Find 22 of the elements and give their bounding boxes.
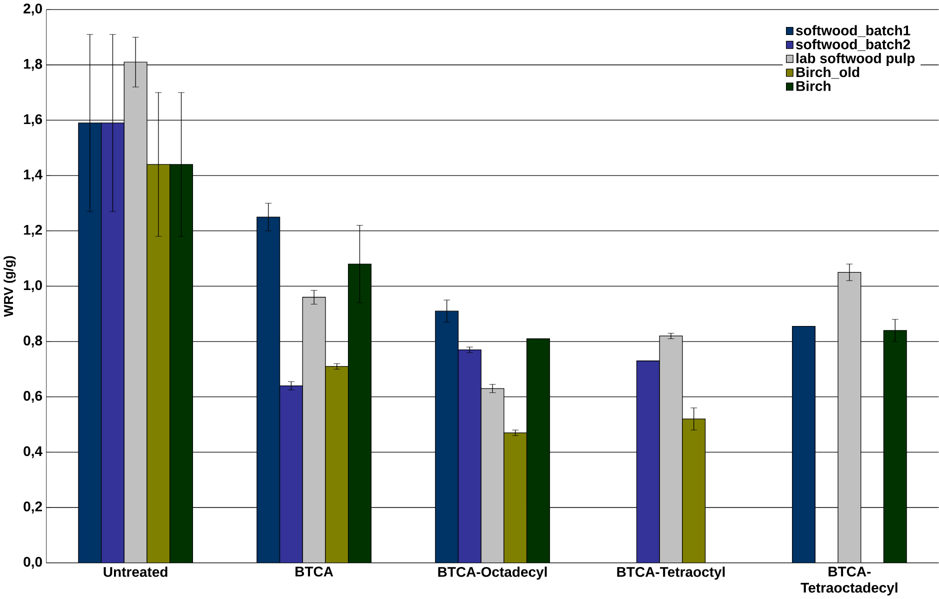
y-tick-label: 1,0 — [24, 280, 42, 292]
y-tick-label: 0,6 — [24, 390, 42, 403]
x-tick-label: BTCA-Octadecyl — [438, 566, 547, 580]
y-tick-label: 0,2 — [24, 502, 42, 514]
y-tick-label: 0,8 — [24, 336, 42, 348]
x-tick-label: Untreated — [104, 566, 168, 577]
y-tick-label: 1,6 — [24, 114, 42, 126]
x-tick-label: BTCA-Tetraoctyl — [617, 566, 725, 580]
legend-label: Birch_old — [796, 66, 860, 79]
x-tick-label: BTCA — [296, 566, 334, 577]
legend-label: softwood_batch1 — [796, 25, 910, 37]
legend-label: softwood_batch2 — [796, 39, 910, 51]
x-tick-label: BTCA-Tetraoctadecyl — [800, 566, 898, 596]
legend-label: Birch — [796, 80, 830, 92]
y-tick-label: 0,0 — [24, 556, 42, 569]
y-tick-label: 0,4 — [24, 446, 42, 458]
y-tick-label: 1,2 — [24, 224, 42, 237]
y-tick-label: 2,0 — [24, 4, 42, 16]
y-axis-title: WRV (g/g) — [4, 256, 16, 317]
y-tick-label: 1,8 — [24, 58, 42, 71]
legend-label: lab softwood pulp — [796, 52, 915, 66]
y-tick-label: 1,4 — [24, 170, 42, 182]
